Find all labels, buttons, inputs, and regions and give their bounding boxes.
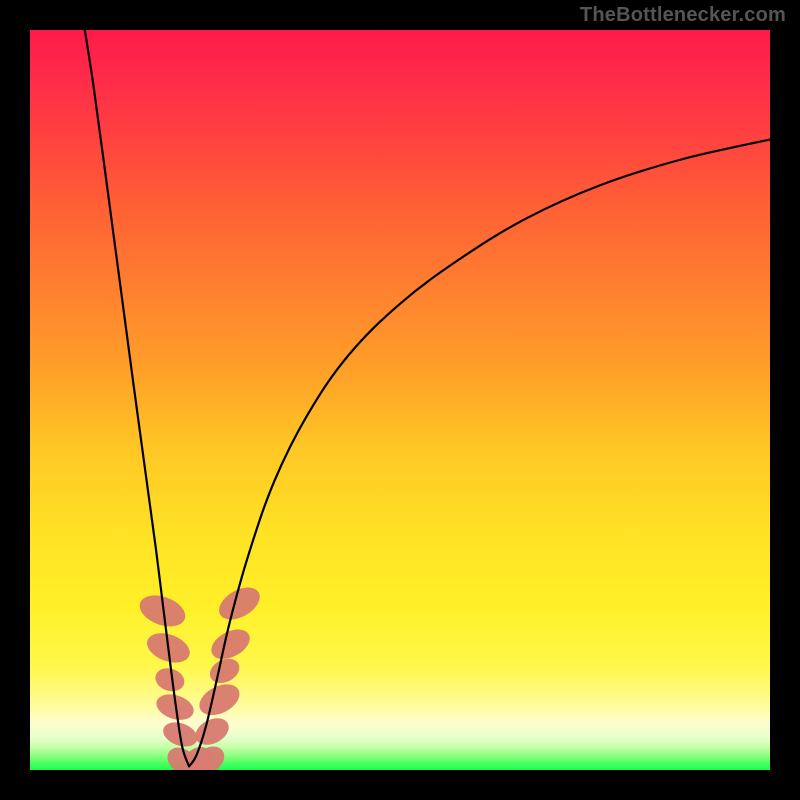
marker-blob: [191, 713, 233, 750]
bottleneck-curve-right: [189, 140, 770, 767]
marker-blob: [194, 678, 244, 721]
watermark-text: TheBottlenecker.com: [580, 4, 786, 27]
marker-blob: [206, 654, 244, 688]
marker-blob: [206, 623, 254, 665]
plot-area: [30, 30, 770, 770]
chart-overlay-svg: [30, 30, 770, 770]
figure-root: TheBottlenecker.com: [0, 0, 800, 800]
